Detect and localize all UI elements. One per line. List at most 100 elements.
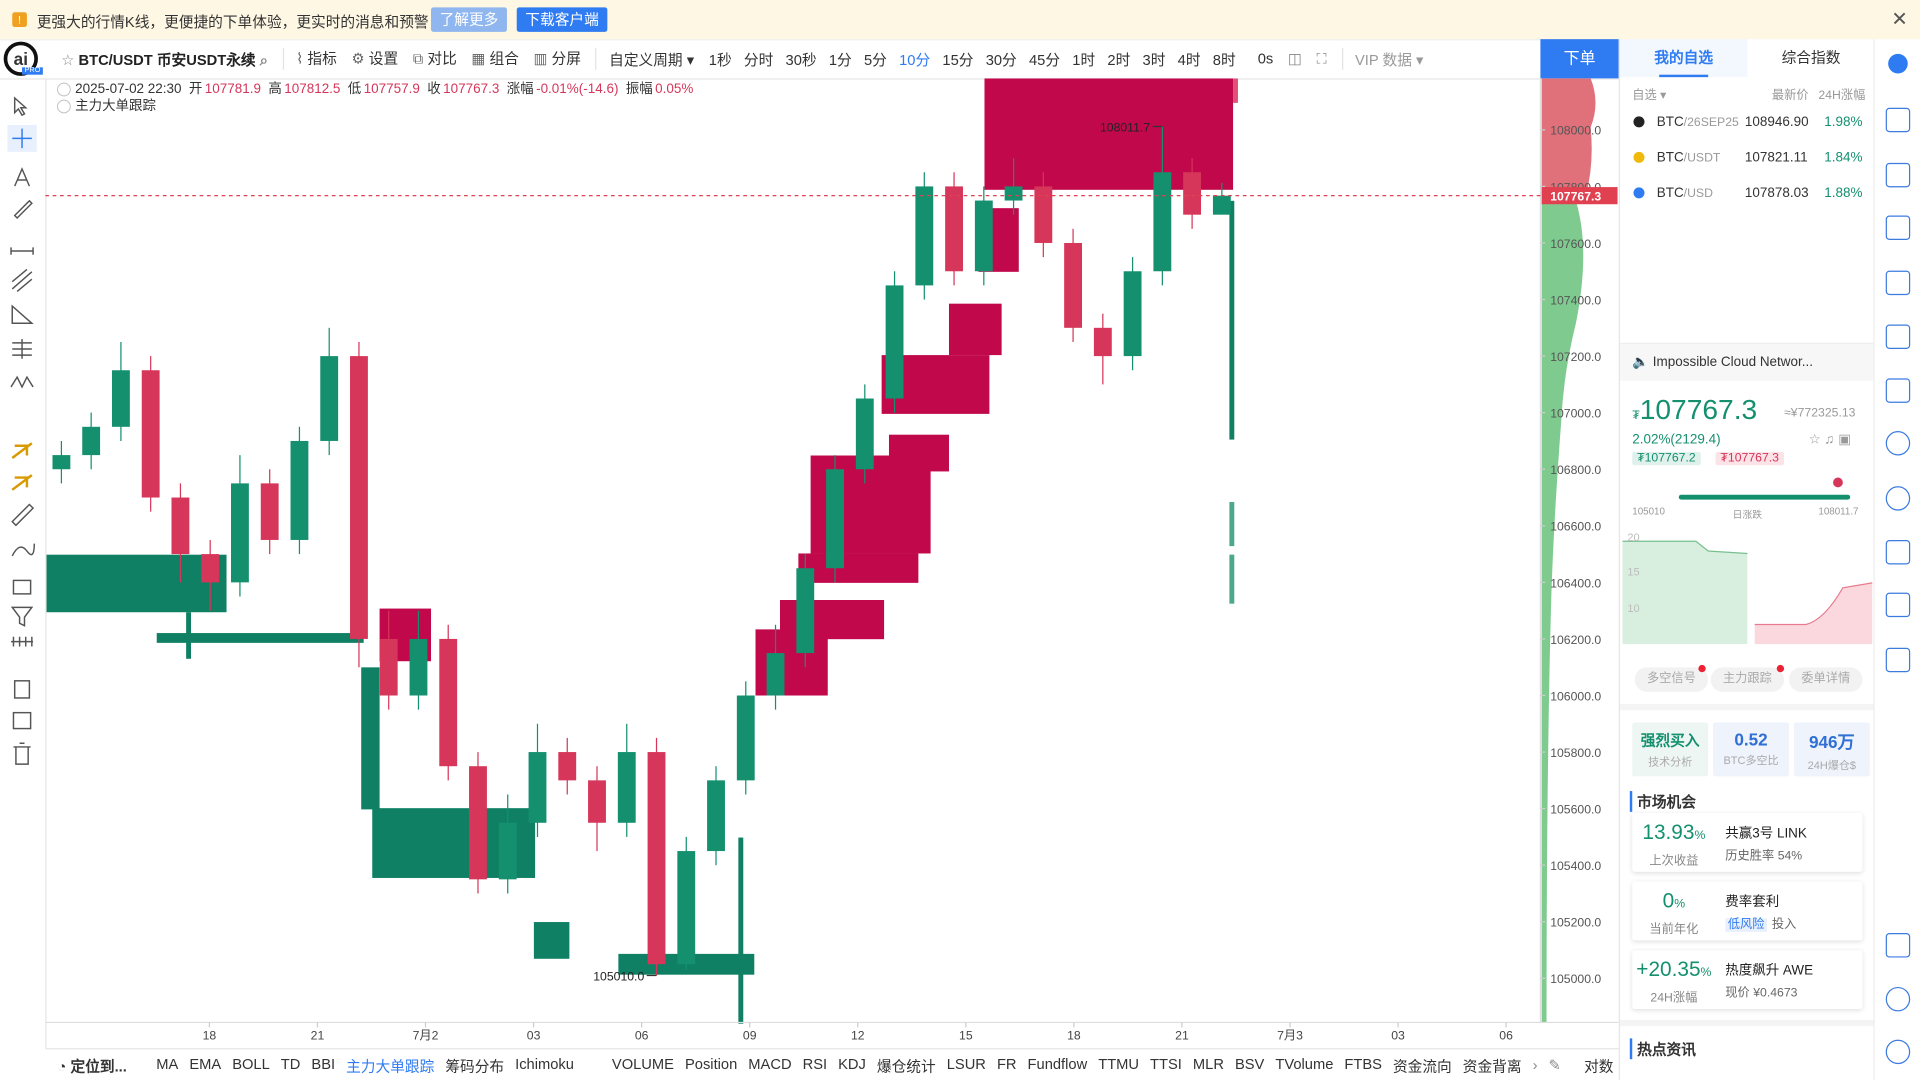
- period[interactable]: 1分: [828, 50, 852, 68]
- indicator[interactable]: FR: [996, 1054, 1017, 1073]
- indicator[interactable]: TTMU: [1098, 1054, 1140, 1073]
- period[interactable]: 8时: [1212, 50, 1236, 68]
- indicator[interactable]: Position: [684, 1054, 738, 1073]
- period[interactable]: 4时: [1177, 50, 1201, 68]
- period[interactable]: 5分: [863, 50, 887, 68]
- freehand-tool[interactable]: [11, 543, 36, 557]
- indicator[interactable]: EMA: [189, 1054, 222, 1073]
- download-button[interactable]: 下载客户端: [516, 7, 608, 32]
- filter-tool[interactable]: [10, 606, 34, 627]
- side-icon[interactable]: [1885, 270, 1911, 296]
- watch-row[interactable]: BTC/26SEP25 108946.90 1.98%: [1620, 108, 1875, 144]
- indicator[interactable]: BSV: [1234, 1054, 1265, 1073]
- side-icon[interactable]: [1885, 592, 1911, 618]
- indicator[interactable]: BOLL: [232, 1054, 270, 1073]
- watch-row[interactable]: BTC/USD 107878.03 1.88%: [1620, 179, 1875, 215]
- side-icon[interactable]: [1885, 162, 1911, 188]
- orders-button[interactable]: 委单详情: [1788, 667, 1863, 692]
- order-button[interactable]: 下单: [1540, 39, 1619, 79]
- watch-row[interactable]: BTC/USDT 107821.11 1.84%: [1620, 143, 1875, 179]
- indicator[interactable]: 资金流向: [1392, 1057, 1452, 1075]
- vip-data[interactable]: VIP 数据 ▾: [1354, 50, 1424, 68]
- symbol[interactable]: ☆ BTC/USDT 币安USDT永续 ⌕: [61, 48, 268, 69]
- period[interactable]: 15分: [942, 50, 974, 68]
- toolbar-tool[interactable]: ⌇ 指标: [296, 48, 337, 70]
- app-icon[interactable]: [1888, 53, 1908, 74]
- opportunity-card[interactable]: +20.35% 24H涨幅 热度飙升 AWE 现价 ¥0.4673: [1632, 950, 1863, 1009]
- side-icon[interactable]: [1885, 540, 1911, 565]
- period[interactable]: 分时: [743, 50, 774, 68]
- period[interactable]: 2时: [1107, 50, 1131, 68]
- indicator[interactable]: 主力大单跟踪: [346, 1057, 435, 1075]
- indicator[interactable]: TVolume: [1275, 1054, 1334, 1073]
- signal-button[interactable]: 多空信号: [1634, 667, 1709, 692]
- side-icon[interactable]: [1885, 986, 1911, 1012]
- notice[interactable]: 🔈 Impossible Cloud Networ...: [1632, 354, 1813, 370]
- fullscreen-icon[interactable]: ⛶: [1316, 49, 1327, 67]
- side-icon[interactable]: [1885, 324, 1911, 349]
- opportunity-card[interactable]: 13.93% 上次收益 共赢3号 LINK 历史胜率 54%: [1632, 813, 1863, 872]
- indicator[interactable]: TTSI: [1150, 1054, 1182, 1073]
- opportunity-card[interactable]: 0% 当前年化 费率套利 低风险 投入: [1632, 881, 1863, 941]
- indicator[interactable]: TD: [280, 1054, 301, 1073]
- indicator[interactable]: BBI: [311, 1054, 336, 1073]
- delete-tool[interactable]: [13, 742, 31, 765]
- close-banner[interactable]: ✕: [1891, 9, 1908, 31]
- toolbar-tool[interactable]: ▥ 分屏: [534, 48, 581, 70]
- toolbar-tool[interactable]: ⧉ 对比: [413, 48, 457, 70]
- price-actions[interactable]: ☆ ♫ ▣: [1808, 432, 1851, 447]
- side-icon[interactable]: [1885, 933, 1911, 958]
- period[interactable]: 45分: [1028, 50, 1061, 68]
- indicator[interactable]: 筹码分布: [445, 1057, 505, 1075]
- period[interactable]: 1时: [1072, 50, 1096, 68]
- lock-tool[interactable]: [12, 579, 32, 595]
- measure-tool[interactable]: [11, 636, 34, 647]
- indicator[interactable]: KDJ: [838, 1054, 866, 1073]
- side-icon[interactable]: [1885, 1039, 1911, 1065]
- camera-icon[interactable]: ◫: [1287, 50, 1302, 68]
- indicator[interactable]: VOLUME: [611, 1054, 674, 1073]
- toolbar-tool[interactable]: ▦ 组合: [472, 48, 519, 70]
- text-tool[interactable]: [14, 167, 31, 187]
- brush-tool[interactable]: [13, 199, 33, 219]
- period[interactable]: 1秒: [708, 50, 732, 68]
- edit-icon[interactable]: ✎: [1548, 1056, 1561, 1074]
- line-tool[interactable]: [10, 247, 34, 255]
- custom-period[interactable]: 自定义周期 ▾: [609, 50, 695, 68]
- learn-more-button[interactable]: 了解更多: [431, 7, 507, 32]
- indicator[interactable]: MACD: [748, 1054, 792, 1073]
- indicator[interactable]: RSI: [802, 1054, 828, 1073]
- indicator[interactable]: MLR: [1192, 1054, 1224, 1073]
- cursor-tool[interactable]: [13, 96, 28, 117]
- side-icon[interactable]: [1885, 215, 1911, 241]
- indicator[interactable]: MA: [156, 1054, 179, 1073]
- indicator[interactable]: LSUR: [946, 1054, 986, 1073]
- template-tool[interactable]: [12, 711, 32, 730]
- side-icon[interactable]: [1885, 107, 1911, 133]
- ruler-tool[interactable]: [11, 503, 35, 527]
- wave-tool[interactable]: [10, 375, 34, 389]
- track-button[interactable]: 主力跟踪: [1710, 667, 1785, 692]
- axis-mode[interactable]: 对数: [1584, 1057, 1614, 1075]
- side-icon[interactable]: [1885, 378, 1911, 403]
- toolbar-tool[interactable]: ⚙ 设置: [351, 48, 398, 70]
- locate-button[interactable]: ◔ 定位到...: [57, 1057, 127, 1075]
- side-icon[interactable]: [1885, 486, 1911, 511]
- layers-tool[interactable]: [13, 680, 31, 699]
- indicator[interactable]: FTBS: [1344, 1054, 1382, 1073]
- index-tab[interactable]: 综合指数: [1781, 48, 1841, 67]
- indicator[interactable]: 爆仓统计: [876, 1057, 936, 1075]
- indicator[interactable]: Ichimoku: [515, 1054, 574, 1073]
- side-icon[interactable]: [1885, 431, 1911, 456]
- period[interactable]: 30秒: [785, 50, 817, 68]
- period[interactable]: 30分: [985, 50, 1017, 68]
- channel-tool[interactable]: [11, 268, 33, 292]
- pattern-tool[interactable]: [11, 442, 33, 459]
- period[interactable]: 10分: [899, 50, 931, 68]
- period[interactable]: 3时: [1142, 50, 1166, 68]
- side-icon[interactable]: [1885, 647, 1911, 673]
- crosshair-tool[interactable]: [12, 128, 32, 149]
- indicator[interactable]: Fundflow: [1027, 1054, 1088, 1073]
- fib-tool[interactable]: [12, 339, 32, 359]
- watchlist-tab[interactable]: 我的自选: [1620, 39, 1748, 78]
